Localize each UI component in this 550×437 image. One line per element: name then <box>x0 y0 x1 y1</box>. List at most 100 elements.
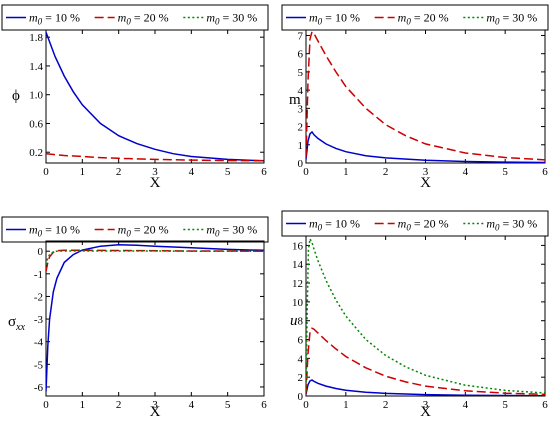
x-tick-label: 1 <box>343 399 349 411</box>
chart-panel-2: m0 = 10 % m0 = 20 % m0 = 30 % 0 1 2 3 4 5 6 0 1 2 3 4 5… <box>281 4 549 191</box>
y-tick-label: -5 <box>34 359 44 371</box>
y-tick-label: 16 <box>292 240 304 252</box>
y-tick-label: 0 <box>38 246 44 258</box>
y-tick-label: 8 <box>298 316 304 328</box>
y-tick-label: 4 <box>298 353 304 365</box>
x-tick-label: 2 <box>383 399 389 411</box>
series-line-1 <box>46 31 264 162</box>
x-tick-label: 3 <box>152 399 158 411</box>
y-axis-label: ϕ <box>12 88 20 104</box>
x-axis-label: X <box>420 404 431 420</box>
chart-panel-1: m0 = 10 % m0 = 20 % m0 = 30 % 0 1 2 3 4 5 6 0.2 0.6… <box>1 4 269 191</box>
x-tick-label: 3 <box>423 399 429 411</box>
legend-box <box>1 216 269 243</box>
y-tick-label: 12 <box>292 278 303 290</box>
legend-entry: m0 = 30 % <box>206 11 257 27</box>
y-tick-label: 0 <box>298 158 304 170</box>
legend-entry: m0 = 20 % <box>118 11 169 27</box>
series-line-2 <box>306 30 545 161</box>
y-tick-label: 7 <box>298 30 304 42</box>
legend: m0 = 10 % m0 = 20 % m0 = 30 % <box>1 216 269 243</box>
x-tick-label: 6 <box>261 166 267 178</box>
y-tick-label: 1.0 <box>29 90 43 102</box>
series-line-3 <box>306 236 545 394</box>
legend-entry: m0 = 30 % <box>486 217 537 233</box>
plot-frame <box>305 29 546 164</box>
y-tick-label: 6 <box>298 335 304 347</box>
y-axis-label: σxx <box>8 314 26 333</box>
y-tick-label: 1.8 <box>29 32 43 44</box>
y-axis-label: u <box>290 313 298 329</box>
x-tick-label: 4 <box>463 399 469 411</box>
legend-entry: m0 = 20 % <box>398 217 449 233</box>
legend-entry: m0 = 10 % <box>309 11 360 27</box>
chart-panel-3: m0 = 10 % m0 = 20 % m0 = 30 % 0 1 2 3 4 5 6 0 -1 -2 -… <box>1 216 269 420</box>
x-tick-label: 1 <box>343 166 349 178</box>
y-tick-label: 14 <box>292 259 304 271</box>
y-axis-label: m <box>289 92 301 108</box>
series-line-1 <box>306 130 545 163</box>
x-tick-label: 5 <box>502 399 508 411</box>
series-line-1 <box>46 244 264 392</box>
legend-box <box>281 4 549 31</box>
x-tick-label: 0 <box>43 166 49 178</box>
x-tick-label: 4 <box>189 399 195 411</box>
legend-entry: m0 = 30 % <box>206 223 257 239</box>
x-axis-label: X <box>150 175 161 191</box>
y-tick-label: 4 <box>298 85 304 97</box>
x-tick-label: 5 <box>225 399 231 411</box>
legend-entry: m0 = 30 % <box>486 11 537 27</box>
legend: m0 = 10 % m0 = 20 % m0 = 30 % <box>281 4 549 31</box>
y-tick-label: 3 <box>298 103 304 115</box>
legend-box <box>281 210 549 237</box>
y-tick-label: 2 <box>298 122 304 134</box>
plot-frame <box>305 235 546 397</box>
y-tick-label: 6 <box>298 49 304 61</box>
x-axis-label: X <box>420 175 431 191</box>
y-tick-label: -3 <box>34 314 44 326</box>
x-tick-label: 2 <box>383 166 389 178</box>
y-tick-label: 1.4 <box>29 61 43 73</box>
plot-frame <box>45 29 265 164</box>
series-line-2 <box>306 327 545 396</box>
x-tick-label: 1 <box>80 399 86 411</box>
x-tick-label: 3 <box>152 166 158 178</box>
x-tick-label: 5 <box>502 166 508 178</box>
x-tick-label: 6 <box>542 399 548 411</box>
y-tick-label: -2 <box>34 291 43 303</box>
series-line-2 <box>46 152 264 162</box>
x-tick-label: 1 <box>80 166 86 178</box>
x-axis-label: X <box>150 404 161 420</box>
legend-box <box>1 4 269 31</box>
y-tick-label: -6 <box>34 382 44 394</box>
y-tick-label: -1 <box>34 269 43 281</box>
y-tick-label: 2 <box>298 372 304 384</box>
legend: m0 = 10 % m0 = 20 % m0 = 30 % <box>281 210 549 237</box>
plot-frame <box>45 240 265 397</box>
x-tick-label: 6 <box>542 166 548 178</box>
y-tick-label: 5 <box>298 67 304 79</box>
y-tick-label: -4 <box>34 337 44 349</box>
y-tick-label: 1 <box>298 140 304 152</box>
chart-panel-4: m0 = 10 % m0 = 20 % m0 = 30 %0 1 2 3 4 5 6024681… <box>281 210 549 420</box>
series-line-1 <box>306 379 545 396</box>
x-tick-label: 2 <box>116 166 122 178</box>
series-line-2 <box>46 249 264 272</box>
y-tick-label: 0.2 <box>29 147 43 159</box>
y-tick-label: 0.6 <box>29 118 43 130</box>
x-tick-label: 0 <box>43 399 49 411</box>
legend-entry: m0 = 10 % <box>29 11 80 27</box>
x-tick-label: 4 <box>463 166 469 178</box>
x-tick-label: 3 <box>423 166 429 178</box>
legend-entry: m0 = 20 % <box>118 223 169 239</box>
legend: m0 = 10 % m0 = 20 % m0 = 30 % <box>1 4 269 31</box>
x-tick-label: 5 <box>225 166 231 178</box>
x-tick-label: 0 <box>303 166 309 178</box>
series-line-3 <box>46 250 264 265</box>
legend-entry: m0 = 10 % <box>309 217 360 233</box>
x-tick-label: 2 <box>116 399 122 411</box>
x-tick-label: 0 <box>303 399 309 411</box>
legend-entry: m0 = 20 % <box>398 11 449 27</box>
y-tick-label: 10 <box>292 297 304 309</box>
